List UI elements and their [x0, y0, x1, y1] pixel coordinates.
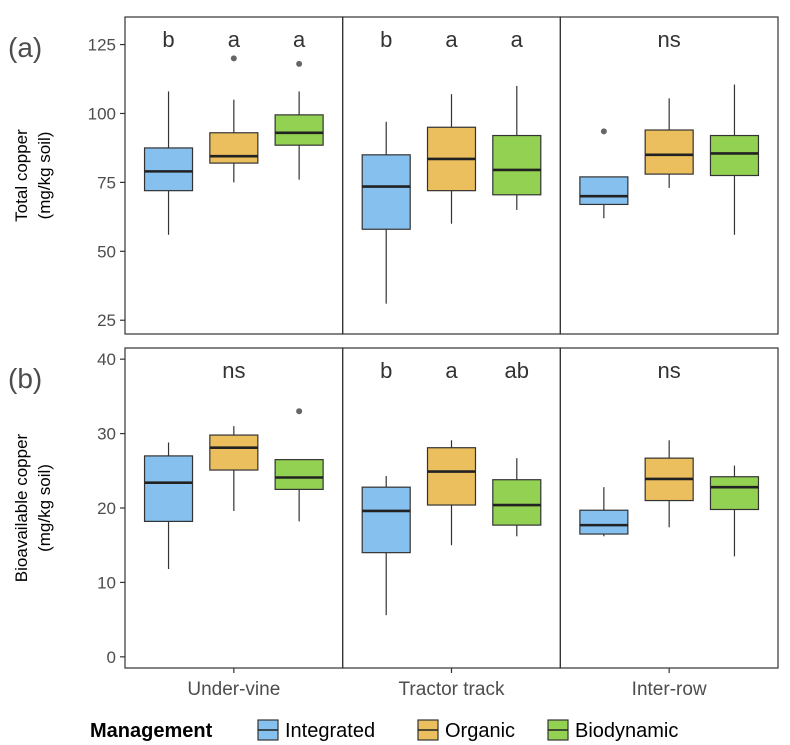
outlier-point [600, 128, 607, 135]
significance-label: b [380, 27, 392, 52]
significance-label: a [445, 358, 458, 383]
legend-label: Integrated [285, 720, 375, 742]
box-organic [209, 426, 259, 511]
box-iqr [274, 114, 324, 146]
box-integrated [361, 476, 411, 616]
y-tick-label: 125 [88, 36, 116, 55]
y-tick-label: 20 [97, 499, 116, 518]
significance-label: ns [222, 358, 245, 383]
legend: Management Integrated Organic Biodynamic [90, 719, 678, 742]
legend-title: Management [90, 720, 213, 742]
y-tick-label: 25 [97, 311, 116, 330]
panel-1: (a) Total copper (mg/kg soil) 25 50 75 100 125 b… [8, 16, 779, 335]
significance-label: ab [505, 358, 529, 383]
box-organic [644, 440, 694, 528]
box-iqr [579, 176, 629, 206]
x-axis: Under-vine Tractor track Inter-row [187, 668, 707, 700]
box-integrated [361, 121, 411, 304]
box-iqr [492, 134, 542, 196]
y-axis-unit: (mg/kg soil) [35, 464, 54, 552]
box-biodynamic [709, 465, 760, 557]
legend-item-organic: Organic [417, 719, 515, 742]
significance-label: a [293, 27, 306, 52]
box-iqr [209, 434, 259, 471]
legend-label: Biodynamic [575, 720, 678, 742]
significance-label: ns [658, 27, 681, 52]
outlier-point [296, 408, 303, 415]
box-organic [644, 98, 694, 188]
legend-item-biodynamic: Biodynamic [547, 719, 678, 742]
box-biodynamic [492, 85, 542, 210]
y-tick-label: 100 [88, 104, 116, 123]
y-axis-title: Bioavailable copper [12, 433, 31, 582]
panel-2: (b) Bioavailable copper (mg/kg soil) 0 10 20 3… [8, 347, 779, 669]
box-biodynamic [709, 84, 760, 235]
panel-label: (b) [8, 363, 42, 394]
x-tick-label: Under-vine [187, 679, 280, 700]
box-iqr [709, 134, 760, 177]
box-integrated [579, 128, 629, 219]
box-biodynamic [274, 408, 324, 522]
significance-label: a [445, 27, 458, 52]
x-tick-label: Tractor track [399, 679, 505, 700]
box-iqr [143, 455, 194, 522]
significance-label: b [380, 358, 392, 383]
significance-label: a [511, 27, 524, 52]
box-integrated [143, 442, 194, 570]
significance-label: ns [658, 358, 681, 383]
box-organic [426, 440, 477, 546]
y-tick-label: 50 [97, 242, 116, 261]
legend-label: Organic [445, 720, 515, 742]
box-biodynamic [274, 60, 324, 180]
outlier-point [230, 55, 237, 62]
y-tick-label: 30 [97, 425, 116, 444]
box-organic [426, 94, 477, 224]
y-tick-label: 10 [97, 573, 116, 592]
box-biodynamic [492, 458, 542, 537]
significance-label: a [228, 27, 241, 52]
box-iqr [579, 509, 629, 535]
panel-label: (a) [8, 32, 42, 63]
y-tick-label: 0 [107, 648, 116, 667]
box-integrated [579, 487, 629, 537]
facet-frame [559, 16, 779, 335]
y-tick-label: 40 [97, 350, 116, 369]
box-iqr [426, 447, 477, 506]
box-iqr [361, 154, 411, 230]
box-iqr [644, 129, 694, 175]
box-iqr [209, 132, 259, 164]
legend-items: Integrated Organic Biodynamic [257, 719, 678, 742]
box-iqr [709, 476, 760, 511]
legend-item-integrated: Integrated [257, 719, 375, 742]
box-iqr [492, 479, 542, 526]
significance-label: b [162, 27, 174, 52]
x-tick-label: Inter-row [632, 679, 707, 700]
box-iqr [361, 486, 411, 554]
box-iqr [274, 459, 324, 490]
y-tick-label: 75 [97, 173, 116, 192]
y-axis-title: Total copper [12, 129, 31, 222]
box-integrated [143, 91, 194, 235]
outlier-point [296, 60, 303, 67]
box-iqr [143, 147, 194, 192]
y-axis-unit: (mg/kg soil) [35, 132, 54, 220]
box-organic [209, 55, 259, 183]
